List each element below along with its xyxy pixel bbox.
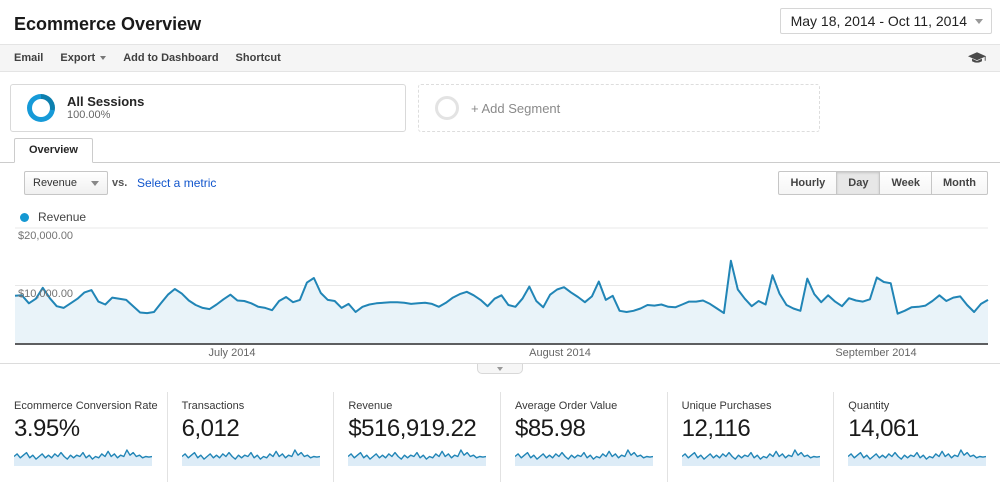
add-to-dashboard-label: Add to Dashboard <box>123 52 219 64</box>
x-axis-label-august: August 2014 <box>529 347 591 359</box>
chevron-down-icon <box>497 366 503 371</box>
revenue-timeseries-chart[interactable]: $20,000.00 $10,000.00 <box>0 226 1000 346</box>
vs-label: vs. <box>112 177 128 189</box>
add-to-dashboard-button[interactable]: Add to Dashboard <box>123 52 218 64</box>
chevron-down-icon <box>975 18 983 24</box>
shortcut-label: Shortcut <box>235 52 281 64</box>
graduation-cap-icon[interactable] <box>968 51 986 66</box>
granularity-week-button[interactable]: Week <box>879 171 933 195</box>
scorecard-revenue: Revenue $516,919.22 <box>333 392 500 482</box>
page-title: Ecommerce Overview <box>14 14 202 34</box>
chart-plot-area[interactable] <box>0 226 1000 346</box>
tab-overview[interactable]: Overview <box>14 138 93 163</box>
scorecard-sparkline <box>14 449 152 466</box>
y-axis-tick-20000: $20,000.00 <box>18 230 74 242</box>
email-label: Email <box>14 52 44 64</box>
scorecard-value: 14,061 <box>848 415 919 442</box>
metric-dropdown-value: Revenue <box>33 177 78 189</box>
scorecard-label: Unique Purchases <box>681 400 772 412</box>
scorecard-value: $85.98 <box>514 415 586 442</box>
chevron-down-icon <box>100 56 107 60</box>
scorecard-quantity: Quantity 14,061 <box>833 392 1000 482</box>
scorecard-sparkline <box>181 449 320 466</box>
scorecard-unique-purchases: Unique Purchases 12,116 <box>666 392 834 482</box>
series-dot-icon <box>20 212 29 222</box>
granularity-hourly-button[interactable]: Hourly <box>778 171 838 195</box>
scorecard-ecommerce-conversion-rate: Ecommerce Conversion Rate 3.95% <box>0 392 167 482</box>
metric-dropdown[interactable]: Revenue <box>24 171 109 195</box>
scorecard-value: 12,116 <box>681 415 751 442</box>
add-segment-button[interactable]: + Add Segment <box>418 84 820 132</box>
segments-bar: All Sessions 100.00% + Add Segment <box>0 80 1000 136</box>
select-a-metric-link[interactable]: Select a metric <box>137 176 217 190</box>
chart-legend: Revenue <box>20 210 86 224</box>
tab-overview-label: Overview <box>29 144 78 156</box>
add-segment-label: + Add Segment <box>471 100 561 116</box>
segment-name: All Sessions <box>67 94 145 109</box>
granularity-day-button[interactable]: Day <box>836 171 881 195</box>
export-button[interactable]: Export <box>60 52 107 64</box>
scorecard-label: Transactions <box>181 400 245 412</box>
scorecard-sparkline <box>681 449 820 466</box>
collapse-chart-button[interactable] <box>477 364 523 374</box>
granularity-month-button[interactable]: Month <box>931 171 988 195</box>
scorecard-label: Revenue <box>348 400 393 412</box>
action-toolbar: Email Export Add to Dashboard Shortcut <box>0 44 1000 72</box>
scorecard-label: Ecommerce Conversion Rate <box>14 400 158 412</box>
scorecard-value: 6,012 <box>181 415 240 442</box>
email-button[interactable]: Email <box>14 52 43 64</box>
chevron-down-icon <box>91 180 100 186</box>
report-header: Ecommerce Overview May 18, 2014 - Oct 11… <box>0 0 1000 44</box>
segment-percent: 100.00% <box>67 109 111 121</box>
scorecard-value: $516,919.22 <box>348 415 477 442</box>
x-axis-labels: July 2014 August 2014 September 2014 <box>0 347 1000 362</box>
y-axis-tick-10000: $10,000.00 <box>18 288 74 300</box>
scorecard-average-order-value: Average Order Value $85.98 <box>499 392 667 482</box>
export-label: Export <box>60 52 96 64</box>
scorecard-transactions: Transactions 6,012 <box>166 392 334 482</box>
segment-donut-icon <box>27 94 55 122</box>
segment-all-sessions[interactable]: All Sessions 100.00% <box>10 84 406 132</box>
scorecard-sparkline <box>848 449 987 466</box>
scorecard-sparkline <box>514 449 653 466</box>
granularity-group: Hourly Day Week Month <box>778 171 988 195</box>
x-axis-label-september: September 2014 <box>835 347 917 359</box>
scorecard-sparkline <box>348 449 487 466</box>
scorecard-value: 3.95% <box>14 415 80 442</box>
series-label: Revenue <box>38 210 87 224</box>
shortcut-button[interactable]: Shortcut <box>236 52 281 64</box>
chart-panel-divider <box>0 363 1000 364</box>
tab-bar: Overview <box>0 137 1000 163</box>
empty-circle-icon <box>435 96 459 120</box>
x-axis-label-july: July 2014 <box>208 347 256 359</box>
scorecard-row: Ecommerce Conversion Rate 3.95% Transactio… <box>0 392 1000 482</box>
scorecard-label: Average Order Value <box>514 400 618 412</box>
date-range-value: May 18, 2014 - Oct 11, 2014 <box>790 13 967 29</box>
scorecard-label: Quantity <box>848 400 890 412</box>
chart-controls: Revenue vs. Select a metric Hourly Day Wee… <box>0 163 1000 205</box>
date-range-selector[interactable]: May 18, 2014 - Oct 11, 2014 <box>779 8 992 34</box>
